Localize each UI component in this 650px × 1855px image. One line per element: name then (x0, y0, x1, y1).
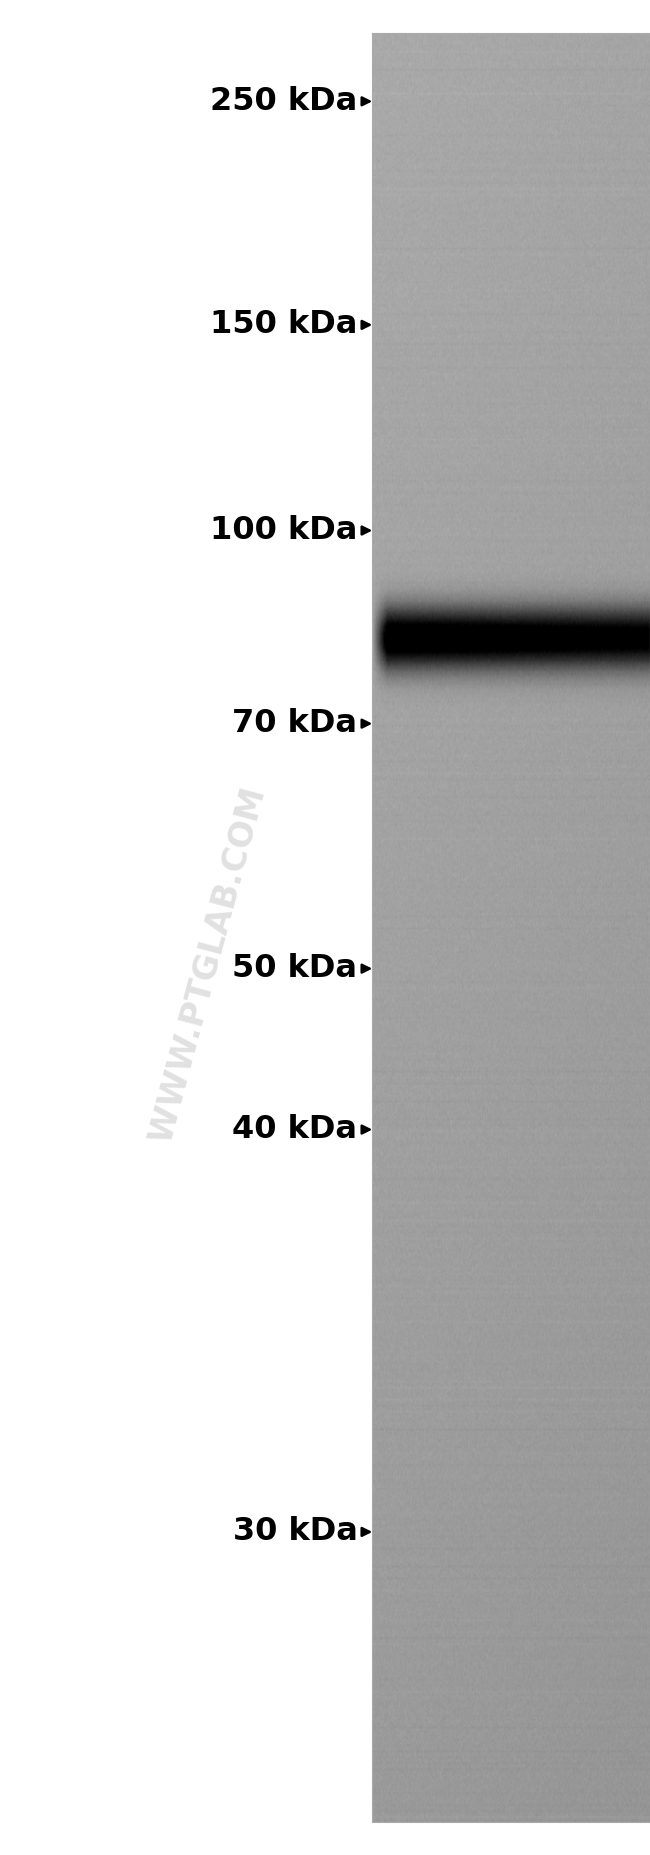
Text: 30 kDa: 30 kDa (233, 1516, 358, 1547)
Text: 100 kDa: 100 kDa (210, 516, 358, 545)
Text: WWW.PTGLAB.COM: WWW.PTGLAB.COM (145, 783, 271, 1146)
Text: 70 kDa: 70 kDa (233, 709, 358, 738)
Text: 150 kDa: 150 kDa (210, 310, 358, 339)
Bar (372, 33, 650, 1822)
Text: 40 kDa: 40 kDa (233, 1115, 358, 1145)
Text: 250 kDa: 250 kDa (210, 85, 358, 117)
Text: 50 kDa: 50 kDa (233, 953, 358, 985)
